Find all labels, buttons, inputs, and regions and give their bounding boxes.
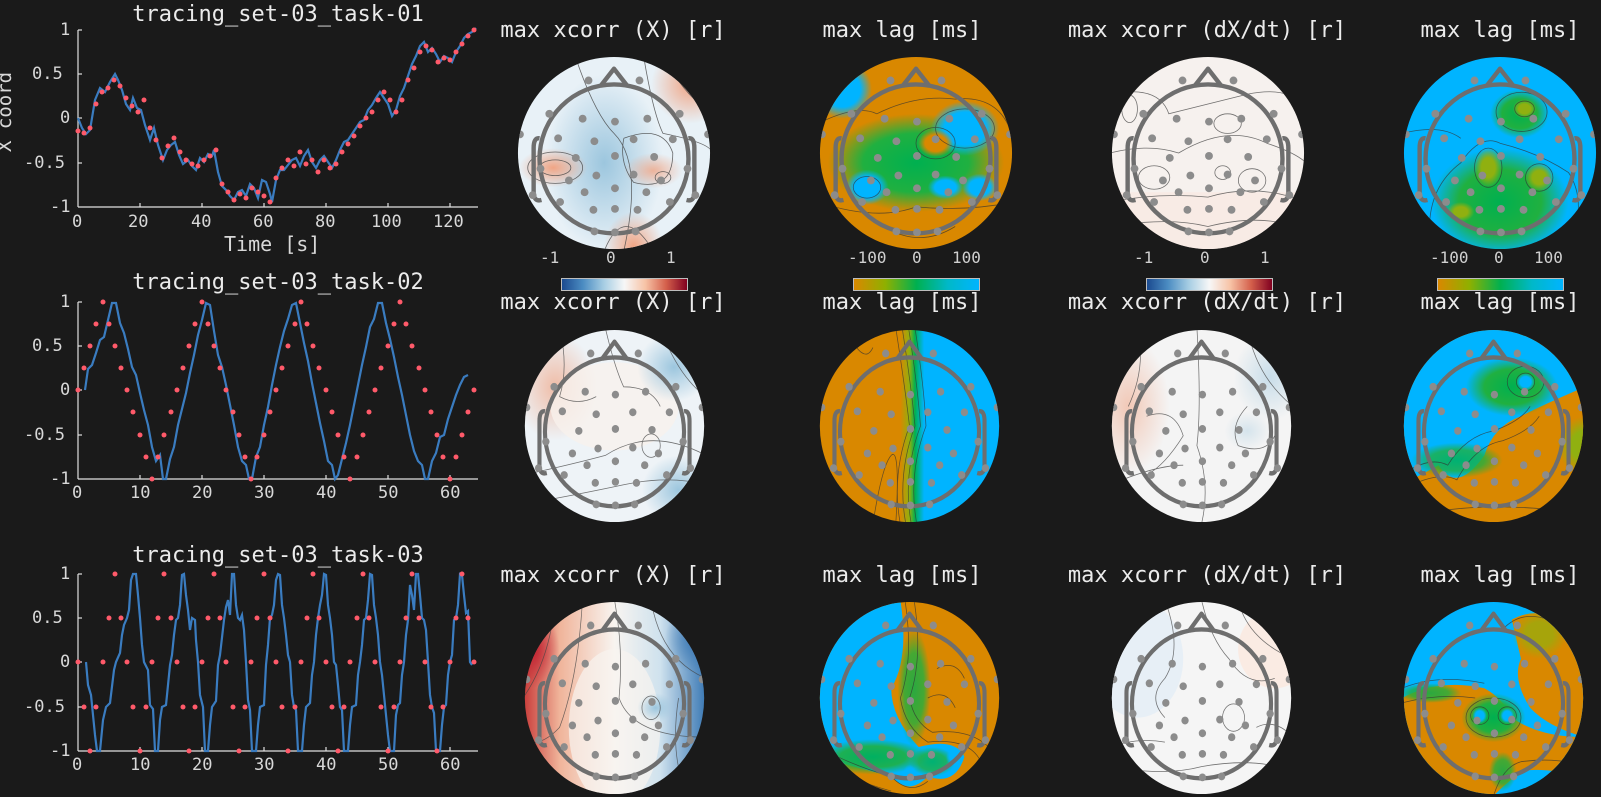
cb-tick: -100: [848, 248, 887, 267]
colorbar-xcorr-x: [561, 278, 688, 291]
topomap-xcorr-dxdt: [1111, 329, 1292, 523]
cb-tick: 0: [606, 248, 616, 267]
topo-title: max lag [ms]: [822, 290, 982, 315]
cb-tick: 0: [1494, 248, 1504, 267]
trace-plot-1: [75, 27, 478, 208]
topomap-lag-x: [819, 56, 1013, 250]
y-tick: -0.5: [24, 425, 65, 445]
x-tick: 10: [130, 755, 151, 775]
topomap-lag-x: [819, 329, 1000, 523]
topo-title: max lag [ms]: [1420, 290, 1580, 315]
y-tick: -0.5: [24, 153, 65, 173]
topo-title: max xcorr (dX/dt) [r]: [1067, 290, 1347, 315]
y-tick: -1: [50, 469, 71, 489]
topo-title: max xcorr (dX/dt) [r]: [1067, 18, 1347, 43]
x-tick: 10: [130, 483, 151, 503]
cb-tick: 1: [1260, 248, 1270, 267]
topomap-xcorr-dxdt: [1111, 56, 1305, 250]
topomap-lag-x: [819, 601, 1000, 795]
topo-title: max lag [ms]: [1420, 18, 1580, 43]
topomap-lag-dxdt: [1403, 56, 1597, 250]
trace-plot-2: [75, 299, 478, 482]
cb-tick: 1: [666, 248, 676, 267]
topomap-lag-dxdt: [1403, 329, 1584, 523]
x-tick: 40: [316, 483, 337, 503]
x-axis-label: Time [s]: [224, 232, 321, 256]
x-tick: 30: [254, 755, 275, 775]
x-tick: 20: [192, 755, 213, 775]
x-tick: 60: [253, 212, 274, 232]
trace-title: tracing_set-03_task-01: [132, 2, 424, 27]
y-tick: 0: [60, 652, 71, 672]
x-tick: 40: [191, 212, 212, 232]
topo-title: max lag [ms]: [822, 18, 982, 43]
topo-title: max xcorr (X) [r]: [500, 563, 726, 588]
x-tick: 30: [254, 483, 275, 503]
topo-title: max xcorr (X) [r]: [500, 290, 726, 315]
colorbar-lag-x: [853, 278, 980, 291]
x-tick: 40: [316, 755, 337, 775]
y-tick: 0.5: [32, 336, 63, 356]
y-tick: -0.5: [24, 697, 65, 717]
cb-tick: -1: [540, 248, 560, 267]
topomap-xcorr-x: [517, 56, 711, 250]
cb-tick: 100: [952, 248, 981, 267]
y-tick: 0: [60, 108, 71, 128]
cb-tick: 0: [1200, 248, 1210, 267]
y-tick: 1: [60, 20, 71, 40]
x-tick: 120: [433, 212, 464, 232]
x-tick: 80: [315, 212, 336, 232]
y-tick: 0: [60, 380, 71, 400]
colorbar-xcorr-dxdt: [1146, 278, 1273, 291]
x-tick: 0: [72, 755, 83, 775]
cb-tick: -100: [1430, 248, 1469, 267]
y-tick: 1: [60, 292, 71, 312]
x-tick: 100: [371, 212, 402, 232]
y-tick: -1: [50, 197, 71, 217]
x-tick: 60: [440, 483, 461, 503]
x-tick: 50: [378, 755, 399, 775]
topomap-xcorr-x: [524, 601, 705, 795]
trace-title: tracing_set-03_task-02: [132, 270, 424, 295]
y-tick: -1: [50, 741, 71, 761]
y-tick: 1: [60, 564, 71, 584]
x-tick: 60: [440, 755, 461, 775]
x-tick: 0: [72, 483, 83, 503]
y-tick: 0.5: [32, 64, 63, 84]
x-tick: 0: [72, 212, 83, 232]
x-tick: 20: [192, 483, 213, 503]
cb-tick: -1: [1134, 248, 1154, 267]
topo-title: max lag [ms]: [822, 563, 982, 588]
topomap-xcorr-x: [524, 329, 705, 523]
trace-plot-3: [75, 571, 478, 754]
x-tick: 50: [378, 483, 399, 503]
colorbar-lag-dxdt: [1437, 278, 1564, 291]
topo-title: max lag [ms]: [1420, 563, 1580, 588]
topo-title: max xcorr (dX/dt) [r]: [1067, 563, 1347, 588]
cb-tick: 0: [912, 248, 922, 267]
trace-title: tracing_set-03_task-03: [132, 543, 424, 568]
cb-tick: 100: [1534, 248, 1563, 267]
topomap-xcorr-dxdt: [1111, 601, 1292, 795]
x-tick: 20: [128, 212, 149, 232]
topomap-lag-dxdt: [1403, 601, 1584, 795]
topo-title: max xcorr (X) [r]: [500, 18, 726, 43]
y-tick: 0.5: [32, 608, 63, 628]
